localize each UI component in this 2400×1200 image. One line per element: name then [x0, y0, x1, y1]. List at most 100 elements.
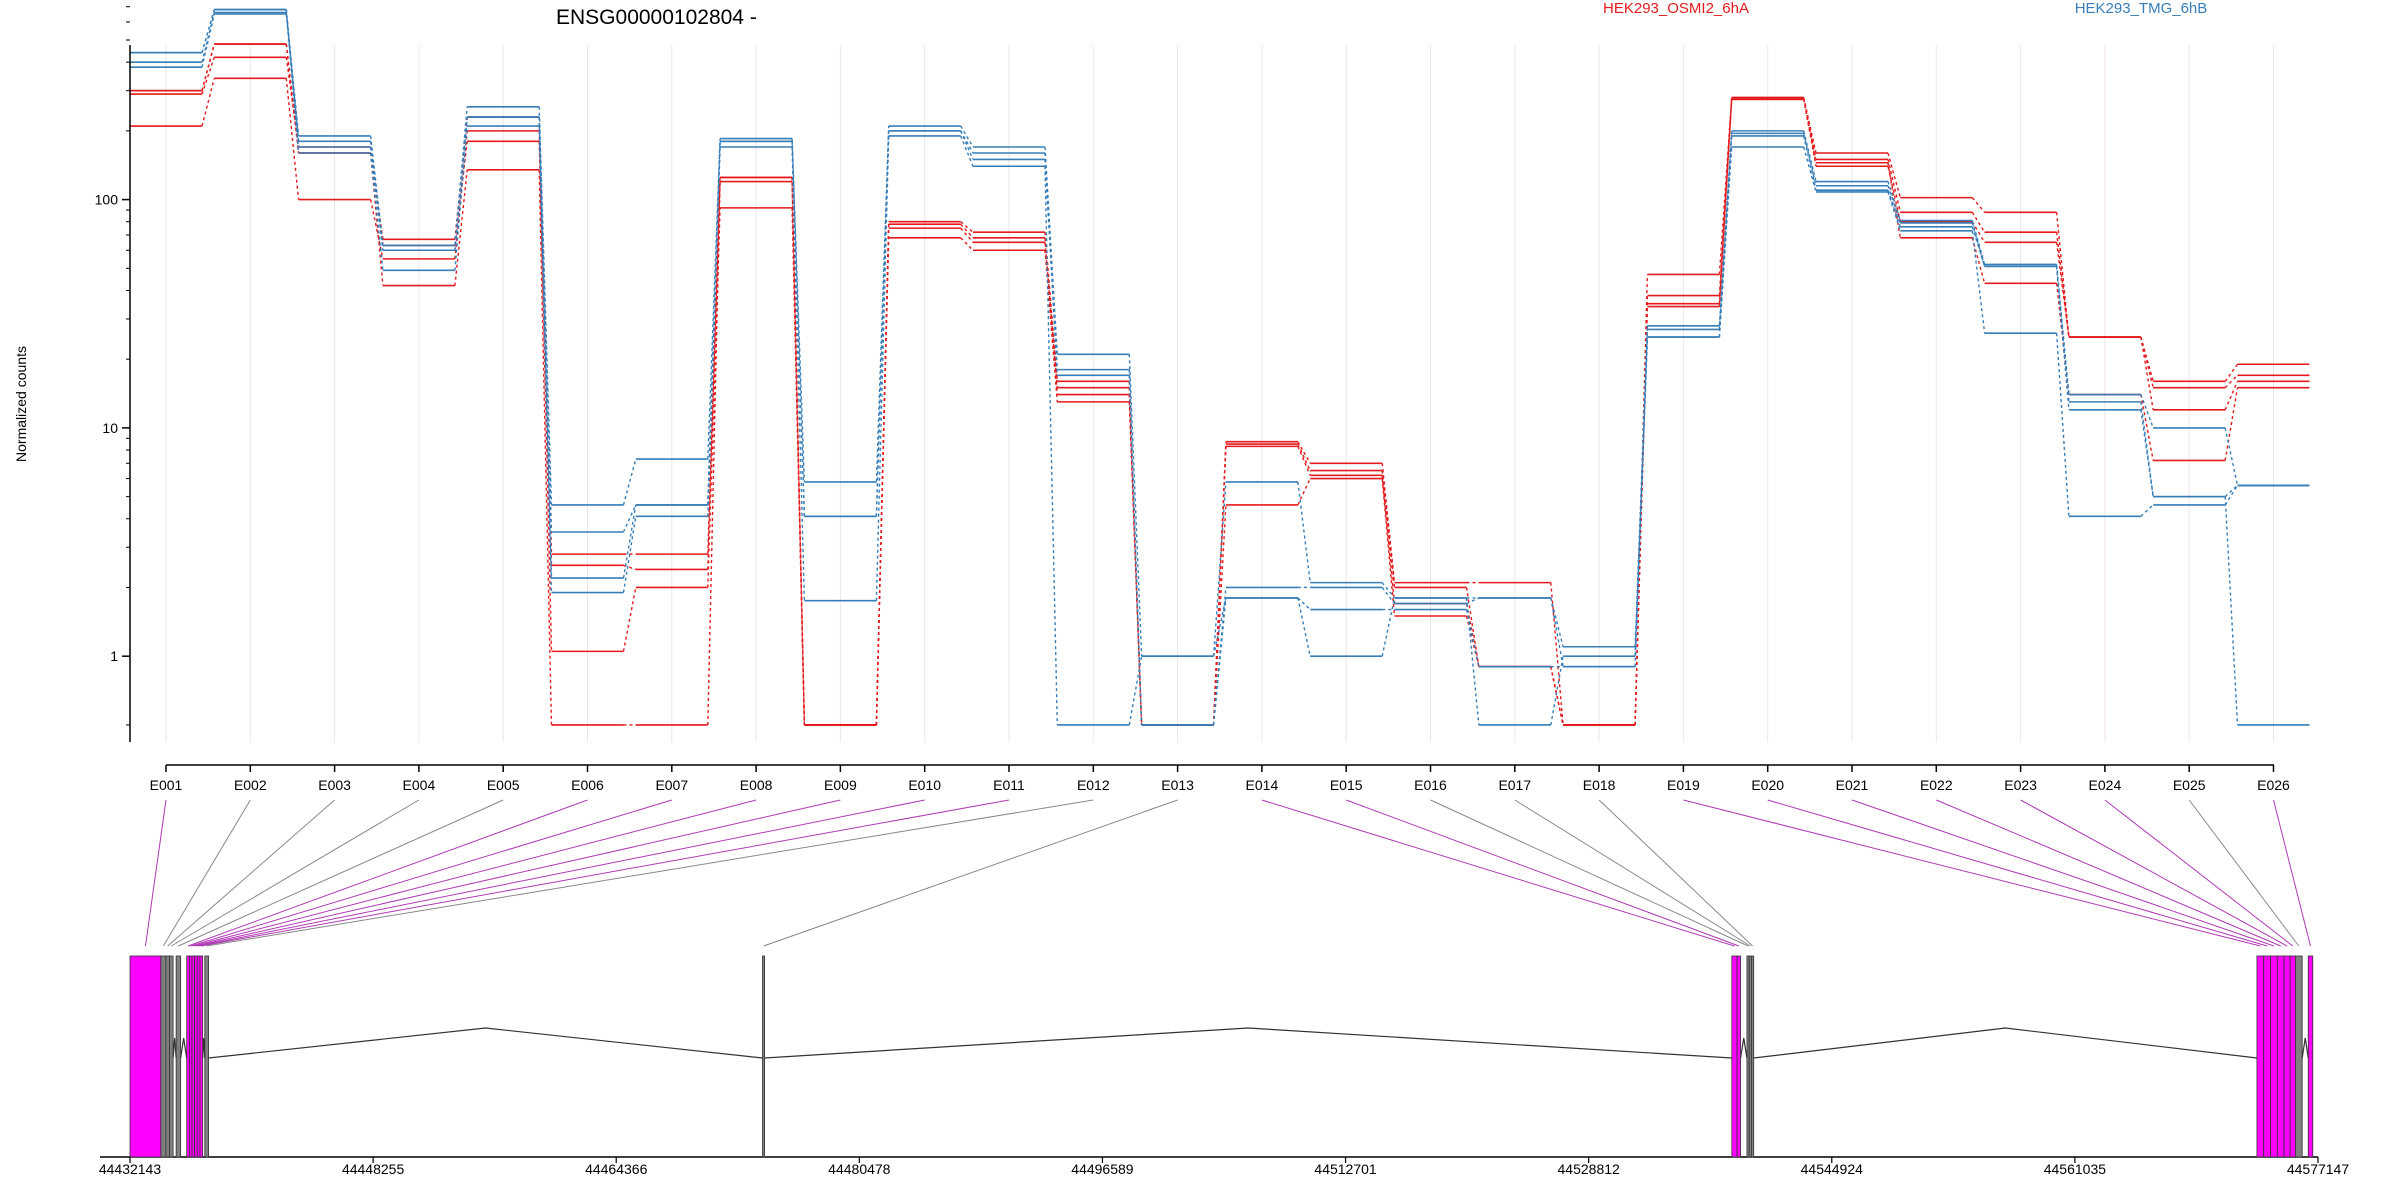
- genomic-tick-label: 44528812: [1558, 1161, 1621, 1177]
- series-transition: [1466, 597, 1480, 605]
- series-transition: [201, 13, 215, 68]
- series-transition: [2224, 387, 2239, 461]
- series-transition: [1128, 354, 1143, 657]
- y-tick-label: 10: [102, 420, 118, 436]
- connector-e026: [2273, 799, 2311, 947]
- series-transition: [201, 12, 215, 63]
- series-transition: [201, 9, 215, 53]
- genomic-tick-label: 44448255: [342, 1161, 405, 1177]
- series-transition: [1297, 441, 1311, 464]
- series-transition: [285, 43, 300, 154]
- series-transition: [960, 125, 974, 148]
- connector-e020: [1767, 799, 2268, 947]
- series-transition: [1971, 222, 1986, 267]
- y-tick-label: 100: [95, 192, 119, 208]
- connector-e022: [1936, 799, 2281, 947]
- connector-e008: [193, 799, 757, 947]
- connector-e013: [763, 799, 1178, 947]
- genomic-tick-label: 44496589: [1071, 1161, 1134, 1177]
- series-transition: [2140, 336, 2154, 410]
- exon-box-e018: [1751, 955, 1755, 1158]
- exon-label-e008: E008: [740, 777, 773, 793]
- intron-line: [172, 1037, 177, 1059]
- exon-box-e019: [2256, 955, 2265, 1158]
- series-transition: [1381, 478, 1396, 617]
- series-transition: [1212, 587, 1227, 725]
- intron-line: [1753, 1027, 2258, 1059]
- intron-line: [2301, 1037, 2309, 1059]
- exon-label-e025: E025: [2173, 777, 2206, 793]
- exon-label-e004: E004: [403, 777, 436, 793]
- connector-e023: [2020, 799, 2288, 947]
- series-transition: [875, 130, 890, 517]
- exon-label-e014: E014: [1246, 777, 1279, 793]
- series-transition: [1803, 97, 1817, 163]
- series-transition: [1212, 443, 1227, 725]
- series-transition: [1381, 470, 1396, 588]
- exon-box-e004: [169, 955, 174, 1158]
- exon-label-e017: E017: [1498, 777, 1531, 793]
- series-transition: [1718, 133, 1733, 330]
- series-transition: [1212, 481, 1227, 657]
- exon-box-e005: [175, 955, 182, 1158]
- exon-label-e002: E002: [234, 777, 267, 793]
- connector-e001: [144, 799, 167, 947]
- series-transition: [1381, 463, 1396, 583]
- series-hek293-tmg-6hb-7: [130, 11, 2310, 726]
- series-transition: [201, 78, 215, 127]
- chart-title: ENSG00000102804 -: [556, 6, 757, 29]
- series-transition: [1634, 329, 1649, 667]
- connector-e024: [2104, 799, 2294, 947]
- genomic-axis-ticks: 44432143 44448255 44464366 44480478 44496589…: [99, 1157, 2349, 1177]
- series-transition: [285, 78, 300, 200]
- series-transition: [1803, 99, 1817, 167]
- series-transition: [2224, 496, 2239, 725]
- series-transition: [1887, 189, 1901, 228]
- series-transition: [1297, 597, 1311, 657]
- exon-gridlines: [165, 45, 2274, 742]
- series-transition: [622, 504, 637, 533]
- exon-label-e010: E010: [908, 777, 941, 793]
- gene-model: [100, 955, 2318, 1158]
- series-transition: [2224, 363, 2239, 382]
- series-transition: [454, 125, 468, 271]
- exon-label-e003: E003: [318, 777, 351, 793]
- series-transition: [960, 237, 974, 251]
- intron-line: [764, 1027, 1732, 1059]
- exon-label-e015: E015: [1330, 777, 1363, 793]
- series-transition: [2224, 381, 2239, 411]
- exon-label-e026: E026: [2257, 777, 2290, 793]
- series-transition: [707, 177, 721, 725]
- series-transition: [2140, 401, 2154, 497]
- series-transition: [1297, 443, 1311, 471]
- series-hek293-osmi2-6ha-2: [130, 77, 2310, 726]
- exon-label-e006: E006: [571, 777, 604, 793]
- exon-box-e010: [196, 955, 201, 1158]
- connector-e019: [1683, 799, 2261, 947]
- series-transition: [1297, 597, 1311, 611]
- genomic-tick-label: 44480478: [828, 1161, 891, 1177]
- exon-box-e022: [2276, 955, 2285, 1158]
- intron-line: [180, 1037, 188, 1059]
- exon-label-e005: E005: [487, 777, 520, 793]
- connector-e021: [1851, 799, 2275, 947]
- exon-box-e020: [2263, 955, 2271, 1158]
- exon-label-e001: E001: [150, 777, 183, 793]
- exon-box-e003: [165, 955, 170, 1158]
- exon-label-e019: E019: [1667, 777, 1700, 793]
- series-transition: [1887, 166, 1901, 222]
- series-transition: [2224, 374, 2238, 389]
- series-transition: [875, 228, 890, 725]
- series-hek293-tmg-6hb-4: [130, 8, 2310, 658]
- series-transition: [1971, 220, 1986, 265]
- series-transition: [1212, 597, 1227, 657]
- connector-e005: [178, 799, 504, 947]
- count-lines: [130, 8, 2310, 726]
- series-transition: [2224, 485, 2239, 506]
- exon-label-e024: E024: [2089, 777, 2122, 793]
- series-transition: [1887, 185, 1901, 224]
- legend-label-osmi2: HEK293_OSMI2_6hA: [1603, 0, 1749, 17]
- series-transition: [369, 141, 384, 251]
- exon-box-e015: [1736, 955, 1741, 1158]
- exon-connectors: [144, 799, 2311, 947]
